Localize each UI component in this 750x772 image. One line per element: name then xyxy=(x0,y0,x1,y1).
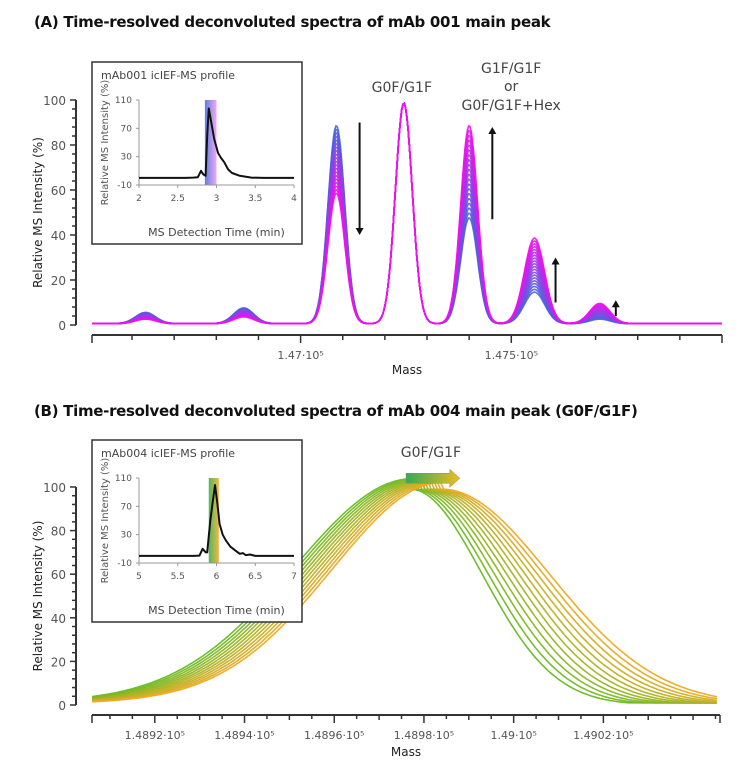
panel-b-spectrum-series xyxy=(91,478,717,704)
panel-b-x-axis-label: Mass xyxy=(391,745,421,759)
panel-b-x-tick-label: 1.4892·10⁵ xyxy=(125,729,185,742)
panel-a-inset-y-tick-label: 30 xyxy=(121,153,133,163)
panel-a-inset-highlight-band xyxy=(204,100,217,185)
panel-a-inset-frame xyxy=(91,61,303,245)
panel-b-inset-title: mAb004 icIEF-MS profile xyxy=(101,447,235,460)
panel-b-spectrum-series xyxy=(91,481,718,703)
panel-a-y-tick-label: 80 xyxy=(51,139,66,153)
panel-b-inset-x-tick-label: 6 xyxy=(214,572,220,582)
panel-b-inset-y-tick-label: 70 xyxy=(121,502,133,512)
panel-b-inset-x-label: MS Detection Time (min) xyxy=(148,604,285,617)
panel-a-x-tick-label: 1.475·10⁵ xyxy=(485,349,538,362)
panel-b-inset-y-tick-label: -10 xyxy=(117,559,132,569)
panel-b-inset-x-tick-label: 5 xyxy=(136,572,142,582)
trend-arrowhead-up xyxy=(611,300,620,308)
panel-a-x-axis-label: Mass xyxy=(392,363,422,377)
peak-label-g0f-g1f: G0F/G1F xyxy=(401,445,461,461)
panel-b-spectrum-series xyxy=(91,477,717,704)
panel-b-spectrum-series xyxy=(91,479,717,704)
trend-arrowhead-up xyxy=(551,257,560,265)
panel-b-y-tick-label: 20 xyxy=(51,655,66,669)
panel-b-annotations: G0F/G1F xyxy=(401,445,461,488)
peak-label-g1f-g1f: G1F/G1F xyxy=(481,61,541,77)
panel-b-spectrum-series xyxy=(91,480,717,703)
panel-b-y-tick-label: 80 xyxy=(51,525,66,539)
panel-b-inset-x-tick-label: 5.5 xyxy=(171,572,185,582)
panel-a-inset-y-label: Relative MS Intensity (%) xyxy=(100,80,111,206)
panel-b-spectrum-series xyxy=(91,480,717,702)
panel-b-inset-frame xyxy=(91,439,303,623)
panel-b-spectrum-series xyxy=(91,478,717,704)
mass-shift-arrow xyxy=(405,468,461,488)
panel-a-y-tick-label: 20 xyxy=(51,274,66,288)
panel-b-spectra xyxy=(91,477,718,704)
panel-b-y-tick-label: 60 xyxy=(51,568,66,582)
panel-b-x-tick-label: 1.4898·10⁵ xyxy=(394,729,454,742)
panel-a-arrows xyxy=(355,122,620,316)
panel-b-x-tick-label: 1.4902·10⁵ xyxy=(573,729,633,742)
peak-label-or: or xyxy=(504,79,519,95)
panel-b-spectrum-series xyxy=(91,479,717,704)
panel-a-inset-y-tick-label: 110 xyxy=(115,96,132,106)
panel-a-title: (A) Time-resolved deconvoluted spectra o… xyxy=(34,13,551,31)
panel-b-axes: 0 20 40 60 80 100 Relative MS Intensity (%) 1.4… xyxy=(31,481,721,759)
panel-a-inset-x-tick-label: 2.5 xyxy=(171,194,185,204)
panel-b-inset-y-tick-label: 110 xyxy=(115,474,132,484)
peak-label-g0f-g1f: G0F/G1F xyxy=(372,80,432,96)
panel-b-spectrum-series xyxy=(91,478,717,704)
trend-arrowhead-down xyxy=(355,228,364,235)
panel-a-annotations: G0F/G1F G1F/G1F or G0F/G1F+Hex xyxy=(372,61,561,114)
panel-a-inset-x-tick-label: 4 xyxy=(291,194,297,204)
panel-b-x-tick-label: 1.4896·10⁵ xyxy=(304,729,364,742)
panel-b-inset: mAb004 icIEF-MS profile -10 30 70 110 5 5.5 6 6.… xyxy=(91,439,303,623)
panel-a-inset-x-tick-label: 2 xyxy=(136,194,142,204)
panel-b-y-tick-label: 40 xyxy=(51,612,66,626)
panel-a-x-tick-label: 1.47·10⁵ xyxy=(277,349,323,362)
panel-b-spectrum-series xyxy=(91,480,717,704)
panel-a-inset-y-tick-label: 70 xyxy=(121,124,133,134)
panel-a-inset-title: mAb001 icIEF-MS profile xyxy=(101,69,235,82)
panel-b-inset-profile-line xyxy=(139,484,294,557)
panel-a-axes: 0 20 40 60 80 100 Relative MS Intensity (%) 1.4… xyxy=(31,94,723,377)
panel-b-y-axis-label: Relative MS Intensity (%) xyxy=(31,521,45,672)
chart-panel-a: 0 20 40 60 80 100 Relative MS Intensity (%) 1.4… xyxy=(31,61,723,377)
panel-b-inset-x-tick-label: 6.5 xyxy=(248,572,262,582)
panel-a-inset-profile-line xyxy=(139,107,294,179)
panel-b-y-tick-label: 100 xyxy=(43,481,66,495)
panel-a-y-tick-label: 40 xyxy=(51,229,66,243)
panel-a-inset-x-tick-label: 3 xyxy=(214,194,220,204)
trend-arrowhead-up xyxy=(488,127,497,134)
panel-a-inset-x-label: MS Detection Time (min) xyxy=(148,226,285,239)
panel-a-y-tick-label: 60 xyxy=(51,184,66,198)
panel-a-y-tick-label: 0 xyxy=(58,319,66,333)
panel-a-spectrum-series xyxy=(92,102,722,325)
panel-a-y-tick-label: 100 xyxy=(43,94,66,108)
panel-a-inset: mAb001 icIEF-MS profile -10 30 70 110 2 2.5 3 3.… xyxy=(91,61,303,245)
panel-a-y-axis-label: Relative MS Intensity (%) xyxy=(31,137,45,288)
panel-a-spectra xyxy=(92,102,722,325)
panel-b-x-tick-label: 1.49·10⁵ xyxy=(490,729,536,742)
panel-b-x-tick-label: 1.4894·10⁵ xyxy=(214,729,274,742)
panel-b-spectrum-series xyxy=(91,479,717,704)
panel-b-spectrum-series xyxy=(91,481,718,703)
panel-b-inset-x-tick-label: 7 xyxy=(291,572,297,582)
panel-b-inset-y-label: Relative MS Intensity (%) xyxy=(100,458,111,584)
panel-a-inset-y-tick-label: -10 xyxy=(117,181,132,191)
panel-a-inset-x-tick-label: 3.5 xyxy=(248,194,262,204)
panel-b-y-tick-label: 0 xyxy=(58,699,66,713)
panel-b-inset-y-tick-label: 30 xyxy=(121,531,133,541)
peak-label-g0f-g1f-hex: G0F/G1F+Hex xyxy=(462,98,561,114)
panel-b-title: (B) Time-resolved deconvoluted spectra o… xyxy=(34,402,638,420)
panel-b-inset-highlight-band xyxy=(208,478,219,563)
